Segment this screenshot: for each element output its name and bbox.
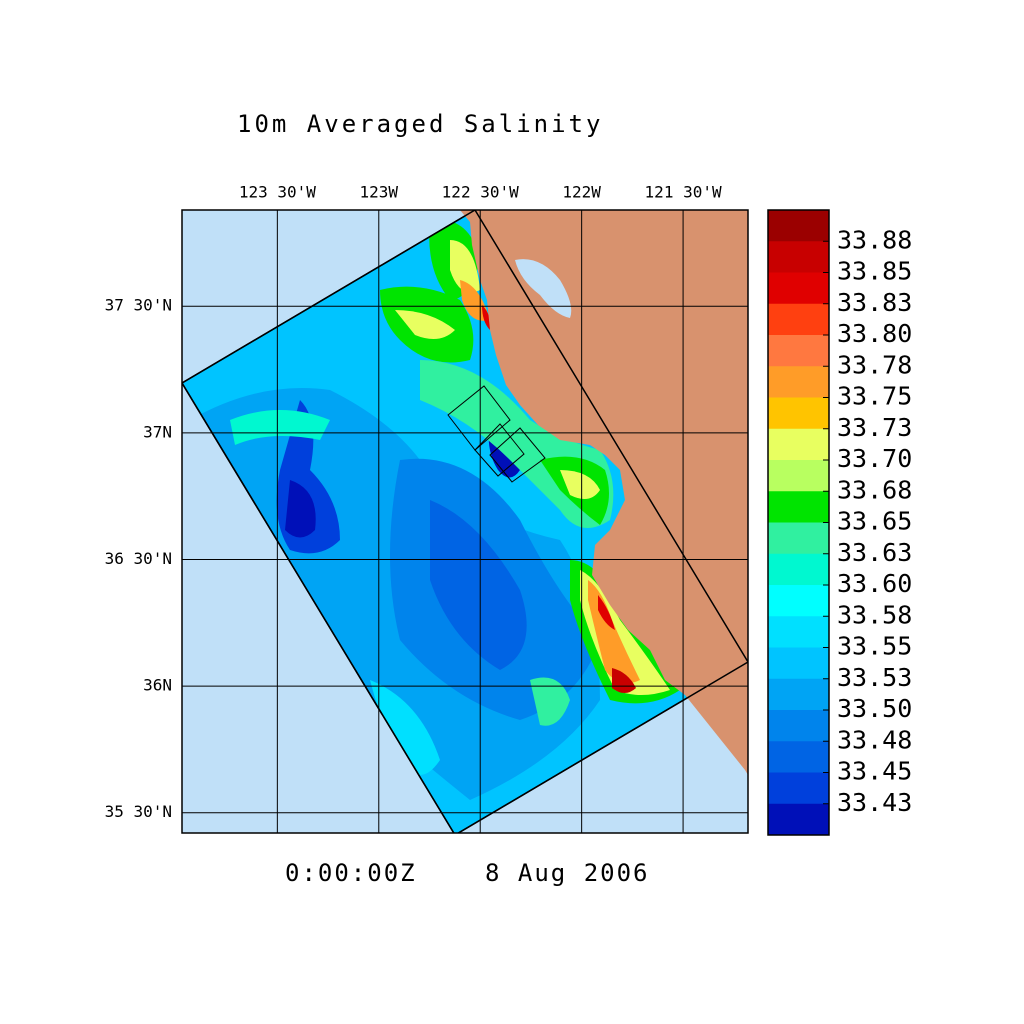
colorbar-band [768,241,829,273]
lon-tick-label: 122 30'W [442,183,519,202]
colorbar-band [768,460,829,492]
lon-tick-label: 122W [562,183,601,202]
time-stamp: 0:00:00Z [285,859,417,887]
colorbar-label: 33.58 [837,600,912,629]
colorbar-band [768,335,829,367]
title: 10m Averaged Salinity [237,110,603,138]
colorbar-band [768,272,829,305]
land [460,210,748,775]
colorbar-band [768,428,829,461]
colorbar-band [768,772,829,805]
lon-tick-label: 123 30'W [239,183,316,202]
colorbar-label: 33.70 [837,444,912,473]
map-frame [181,209,749,834]
colorbar-label: 33.43 [837,788,912,817]
colorbar-label: 33.73 [837,413,912,442]
lon-tick-label: 121 30'W [645,183,722,202]
lat-tick-label: 36 30'N [105,549,172,568]
colorbar-label: 33.80 [837,319,912,348]
colorbar-band [768,585,829,617]
colorbar-band [768,616,829,648]
colorbar-label: 33.53 [837,663,912,692]
colorbar-band [768,303,829,336]
colorbar-band [768,210,829,242]
colorbar-band [768,678,829,711]
colorbar-label: 33.68 [837,475,912,504]
colorbar-band [768,397,829,430]
colorbar-label: 33.55 [837,632,912,661]
colorbar-label: 33.75 [837,382,912,411]
colorbar-label: 33.65 [837,507,912,536]
colorbar-band [768,522,829,555]
map-area [182,210,748,833]
colorbar-band [768,710,829,742]
colorbar-label: 33.83 [837,288,912,317]
colorbar-band [768,803,829,836]
colorbar-label: 33.50 [837,694,912,723]
date-stamp: 8 Aug 2006 [485,859,650,887]
colorbar-label: 33.88 [837,225,912,254]
colorbar-band [768,366,829,398]
colorbar-band [768,741,829,773]
colorbar-label: 33.78 [837,350,912,379]
colorbar-band [768,491,829,523]
colorbar-label: 33.45 [837,757,912,786]
colorbar-label: 33.60 [837,569,912,598]
lat-tick-label: 36N [143,676,172,695]
colorbar-label: 33.63 [837,538,912,567]
lon-tick-label: 123W [360,183,399,202]
lat-tick-label: 37 30'N [105,296,172,315]
colorbar-band [768,553,829,586]
colorbar-label: 33.48 [837,725,912,754]
lat-tick-label: 37N [143,422,172,441]
lat-tick-label: 35 30'N [105,802,172,821]
colorbar-band [768,647,829,680]
colorbar-label: 33.85 [837,257,912,286]
